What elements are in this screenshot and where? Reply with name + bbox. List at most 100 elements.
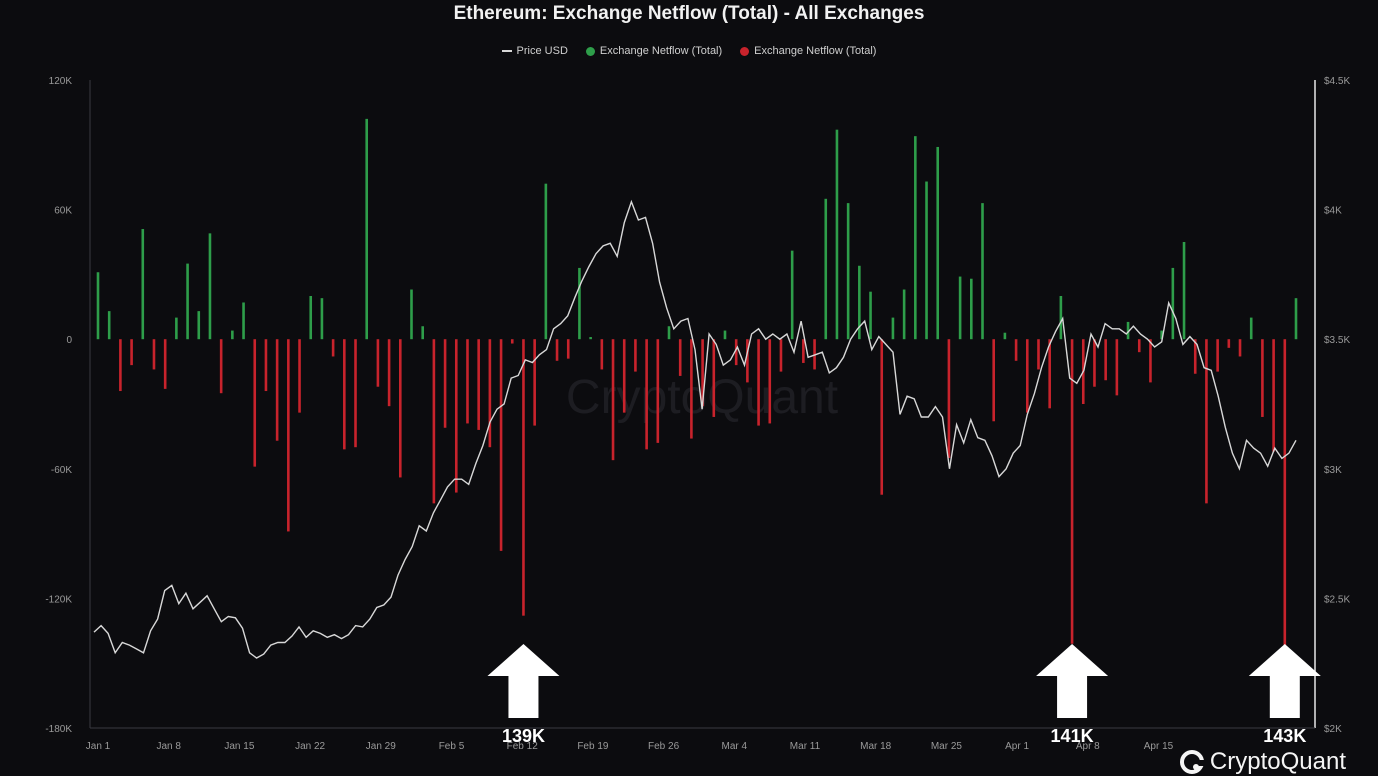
netflow-bar-positive bbox=[936, 146, 940, 340]
legend-swatch-price bbox=[501, 50, 512, 52]
y-left-tick-label: -120K bbox=[45, 594, 72, 605]
x-tick-label: Feb 5 bbox=[439, 741, 465, 752]
y-right-tick-label: $2K bbox=[1324, 724, 1342, 735]
netflow-bar-negative bbox=[690, 339, 693, 439]
netflow-bar-negative bbox=[1104, 339, 1107, 381]
netflow-bar-positive bbox=[1160, 330, 1163, 340]
netflow-bar-negative bbox=[1205, 339, 1208, 504]
netflow-bar-negative bbox=[555, 339, 559, 361]
netflow-bar-negative bbox=[678, 339, 682, 376]
legend-item-netflow-negative[interactable]: Exchange Netflow (Total) bbox=[740, 45, 876, 57]
netflow-bar-negative bbox=[1014, 339, 1018, 361]
netflow-bar-negative bbox=[398, 339, 402, 478]
netflow-bar-positive bbox=[410, 289, 413, 340]
netflow-bar-positive bbox=[242, 302, 245, 340]
netflow-bar-positive bbox=[186, 263, 189, 340]
netflow-bar-negative bbox=[622, 339, 626, 413]
netflow-bar-positive bbox=[107, 311, 111, 340]
netflow-bar-negative bbox=[443, 339, 447, 428]
netflow-bar-positive bbox=[544, 183, 548, 340]
netflow-bar-positive bbox=[891, 317, 895, 340]
netflow-bar-negative bbox=[746, 339, 749, 383]
up-arrow-icon bbox=[1036, 644, 1109, 718]
netflow-bar-positive bbox=[846, 203, 850, 340]
netflow-bar-negative bbox=[298, 339, 301, 413]
netflow-bar-negative bbox=[477, 339, 480, 430]
netflow-bar-negative bbox=[533, 339, 536, 426]
legend-label-negative: Exchange Netflow (Total) bbox=[754, 45, 877, 57]
netflow-bar-positive bbox=[1059, 296, 1063, 340]
y-left-tick-label: 120K bbox=[49, 76, 73, 87]
netflow-bar-negative bbox=[1272, 339, 1275, 452]
netflow-bar-positive bbox=[1171, 267, 1175, 340]
netflow-bar-negative bbox=[1227, 339, 1231, 348]
netflow-bar-negative bbox=[499, 339, 503, 551]
x-ticks: Jan 1 Jan 8 Jan 15 Jan 22 Jan 29 Feb 5 Feb 12 F… bbox=[86, 741, 1174, 752]
netflow-bar-positive bbox=[365, 118, 369, 340]
brand-logo: CryptoQuant bbox=[1179, 748, 1346, 776]
netflow-bar-negative bbox=[1025, 339, 1029, 413]
x-tick-label: Feb 12 bbox=[507, 741, 539, 752]
netflow-bar-negative bbox=[880, 339, 884, 495]
netflow-bar-positive bbox=[175, 317, 178, 340]
netflow-bar-negative bbox=[1261, 339, 1264, 417]
netflow-bar-negative bbox=[645, 339, 648, 450]
x-tick-label: Feb 19 bbox=[577, 741, 609, 752]
legend-item-price[interactable]: Price USD bbox=[501, 45, 568, 57]
netflow-bar-negative bbox=[712, 339, 716, 417]
netflow-bar-negative bbox=[287, 339, 290, 532]
legend-label-positive: Exchange Netflow (Total) bbox=[599, 45, 723, 57]
legend-swatch-negative bbox=[740, 46, 750, 56]
x-tick-label: Jan 8 bbox=[156, 741, 181, 752]
netflow-bar-positive bbox=[970, 278, 973, 340]
netflow-bar-positive bbox=[589, 337, 592, 340]
netflow-bar-positive bbox=[1182, 242, 1186, 340]
up-arrow-icon bbox=[1248, 644, 1321, 718]
legend-item-netflow-positive[interactable]: Exchange Netflow (Total) bbox=[585, 45, 723, 57]
netflow-bar-negative bbox=[947, 339, 951, 458]
netflow-bar-negative bbox=[1216, 339, 1219, 372]
y-left-tick-label: 60K bbox=[54, 206, 72, 217]
netflow-bar-positive bbox=[421, 326, 424, 340]
x-tick-label: Jan 22 bbox=[295, 741, 325, 752]
brand-name: CryptoQuant bbox=[1209, 748, 1346, 775]
x-tick-label: Apr 8 bbox=[1076, 741, 1100, 752]
netflow-bar-negative bbox=[1149, 339, 1152, 383]
x-tick-label: Apr 1 bbox=[1005, 741, 1029, 752]
netflow-bar-positive bbox=[835, 129, 839, 340]
netflow-bar-positive bbox=[141, 229, 145, 340]
x-tick-label: Feb 26 bbox=[648, 741, 680, 752]
netflow-bar-positive bbox=[869, 291, 872, 340]
netflow-bar-negative bbox=[130, 339, 133, 366]
x-tick-label: Mar 25 bbox=[931, 741, 963, 752]
netflow-bar-positive bbox=[790, 250, 794, 340]
y-right-tick-label: $3.5K bbox=[1324, 335, 1350, 346]
netflow-bar-negative bbox=[1238, 339, 1242, 357]
netflow-bar-negative bbox=[600, 339, 604, 370]
netflow-bar-negative bbox=[163, 339, 167, 389]
netflow-bar-negative bbox=[779, 339, 783, 372]
netflow-bar-negative bbox=[1115, 339, 1119, 396]
y-right-tick-label: $4K bbox=[1324, 206, 1342, 217]
netflow-bar-positive bbox=[231, 330, 234, 340]
netflow-bar-negative bbox=[488, 339, 492, 448]
netflow-bar-negative bbox=[992, 339, 996, 422]
netflow-bar-negative bbox=[522, 339, 525, 616]
netflow-bar-positive bbox=[667, 326, 671, 340]
y-right-tick-label: $2.5K bbox=[1324, 594, 1350, 605]
price-line bbox=[93, 199, 1297, 659]
netflow-bar-negative bbox=[656, 339, 660, 443]
netflow-bar-negative bbox=[1070, 339, 1074, 644]
netflow-bar-positive bbox=[1249, 317, 1253, 340]
x-tick-label: Mar 18 bbox=[860, 741, 892, 752]
x-tick-label: Jan 15 bbox=[224, 741, 254, 752]
y-left-tick-label: 0 bbox=[66, 335, 72, 346]
annotation-label: 139K bbox=[502, 726, 545, 746]
netflow-bar-negative bbox=[510, 339, 514, 344]
netflow-bar-positive bbox=[902, 289, 906, 340]
netflow-bar-negative bbox=[802, 339, 805, 363]
annotation-label: 141K bbox=[1051, 726, 1094, 746]
y-right-ticks: $4.5K $4K $3.5K $3K $2.5K $2K bbox=[1324, 76, 1350, 735]
x-tick-label: Jan 1 bbox=[86, 741, 111, 752]
